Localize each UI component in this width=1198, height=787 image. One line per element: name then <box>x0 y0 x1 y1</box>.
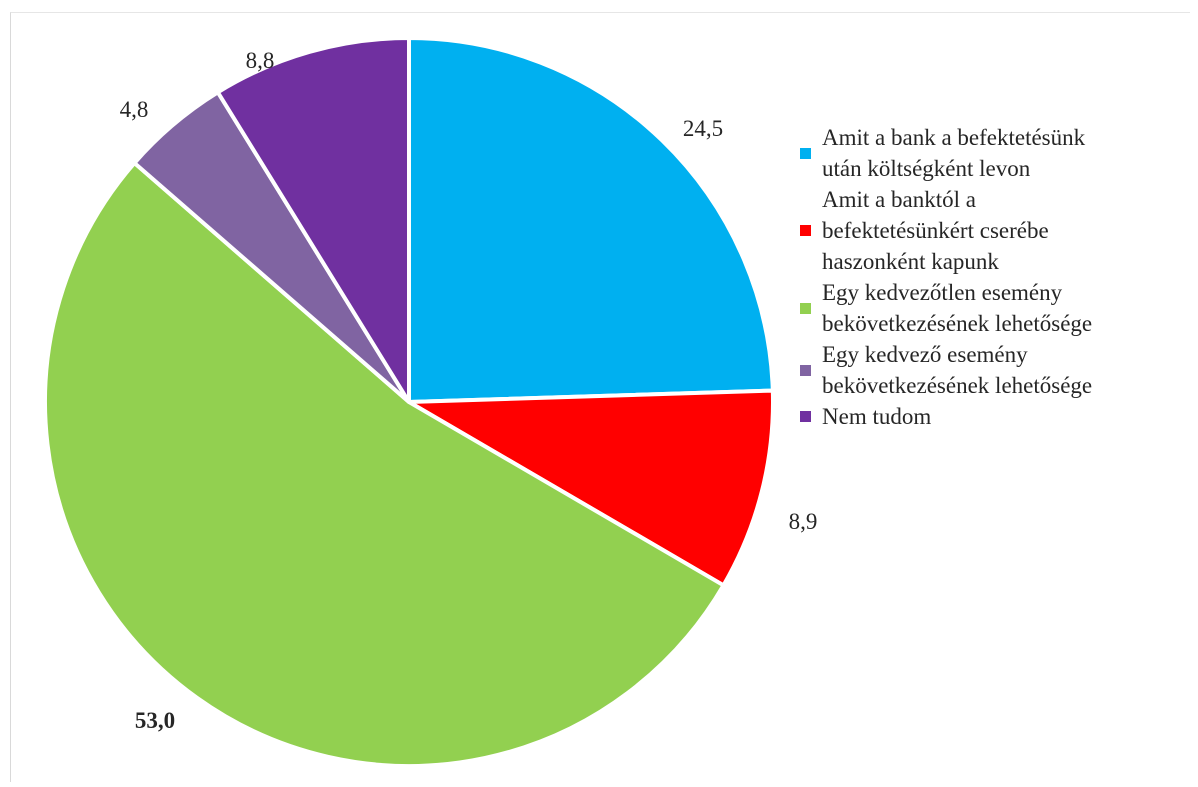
legend-label: Nem tudom <box>822 404 932 429</box>
legend-swatch <box>800 302 811 314</box>
legend-swatch <box>800 364 811 376</box>
legend-label: Egy kedvező esemény bekövetkezésének leh… <box>822 342 1093 398</box>
legend-swatch <box>800 147 811 159</box>
legend-item: Amit a banktól a befektetésünkért cseréb… <box>800 184 1190 277</box>
slice-value-label: 53,0 <box>135 708 175 733</box>
pie-slice <box>407 36 775 404</box>
pie-slice <box>215 36 411 404</box>
legend-item: Egy kedvező esemény bekövetkezésének leh… <box>800 339 1190 401</box>
legend-swatch <box>800 411 811 422</box>
pie-slice <box>407 388 775 588</box>
legend-item: Amit a bank a befektetésünk után költség… <box>800 122 1190 184</box>
legend-label: Amit a bank a befektetésünk után költség… <box>822 125 1086 181</box>
legend-swatch <box>800 225 811 236</box>
legend: Amit a bank a befektetésünk után költség… <box>800 122 1190 432</box>
slice-value-label: 4,8 <box>120 97 149 122</box>
chart-frame <box>10 12 1190 782</box>
legend-label: Egy kedvezőtlen esemény bekövetkezésének… <box>822 280 1093 336</box>
legend-item: Egy kedvezőtlen esemény bekövetkezésének… <box>800 277 1190 339</box>
legend-item: Nem tudom <box>800 401 1190 432</box>
slice-value-label: 8,9 <box>789 509 818 534</box>
slice-value-label: 24,5 <box>683 116 723 141</box>
legend-label: Amit a banktól a befektetésünkért cseréb… <box>822 187 1049 274</box>
pie-slice <box>43 161 726 768</box>
slice-value-label: 8,8 <box>246 48 275 73</box>
